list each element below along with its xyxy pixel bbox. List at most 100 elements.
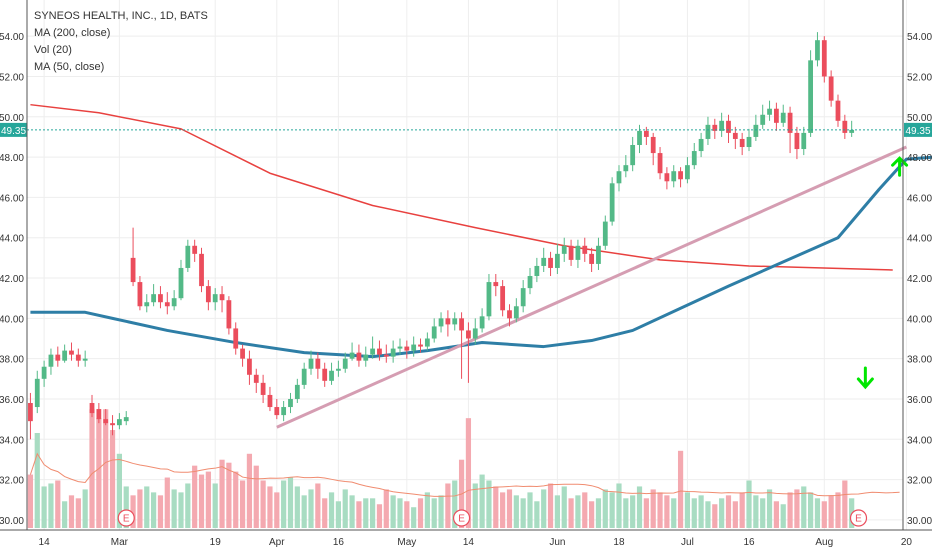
- candle-body: [678, 171, 683, 180]
- volume-bar: [575, 495, 581, 528]
- candle-body: [431, 326, 437, 339]
- y-tick-label-left: 46.00: [0, 193, 24, 204]
- volume-bar: [68, 495, 75, 528]
- y-tick-label-right: 36.00: [907, 395, 932, 406]
- volume-bar: [773, 501, 779, 528]
- candle-body: [55, 354, 61, 361]
- volume-bar: [719, 498, 725, 528]
- candle-body: [274, 407, 280, 416]
- volume-bar: [589, 501, 595, 528]
- candle-body: [130, 257, 136, 283]
- volume-bar: [472, 483, 478, 528]
- volume-bar: [671, 498, 677, 528]
- y-tick-label-right: 52.00: [907, 72, 932, 83]
- candle-body: [48, 354, 54, 367]
- candle-body: [828, 76, 834, 101]
- volume-bars: [27, 409, 855, 528]
- indicator-ma200: MA (200, close): [34, 27, 111, 39]
- price-line: 49.35 49.35: [0, 122, 932, 137]
- volume-bar: [780, 504, 786, 528]
- volume-bar: [301, 495, 307, 528]
- ma200-polyline: [30, 103, 893, 271]
- last-price-badge-left: [0, 122, 27, 137]
- candle-body: [226, 300, 232, 329]
- y-tick-label-left: 42.00: [0, 274, 24, 285]
- candle-body: [418, 344, 423, 347]
- volume-bar: [438, 495, 444, 528]
- volume-bar: [609, 492, 615, 528]
- volume-bar: [363, 498, 369, 528]
- volume-bar: [157, 495, 164, 528]
- candle-body: [390, 348, 396, 357]
- candle-body: [808, 60, 814, 133]
- candle-body: [596, 245, 601, 264]
- volume-bar: [281, 480, 287, 528]
- candle-body: [219, 294, 225, 301]
- candle-body: [281, 407, 287, 416]
- volume-bar: [814, 498, 821, 528]
- volume-bar: [808, 492, 814, 528]
- volume-bar: [260, 480, 266, 528]
- candle-body: [472, 328, 478, 339]
- candle-body: [575, 245, 581, 260]
- candle-body: [116, 419, 122, 426]
- volume-bar: [424, 492, 430, 528]
- volume-bar: [712, 504, 718, 528]
- y-axis-left: 54.00 52.00 50.00 48.00 46.00 44.00 42.00 40.00…: [0, 0, 28, 530]
- volume-bar: [219, 459, 225, 528]
- y-tick-label-left: 54.00: [0, 32, 24, 43]
- volume-bar: [842, 480, 848, 528]
- x-tick-label: 16: [333, 537, 345, 548]
- candle-body: [240, 348, 245, 359]
- volume-bar: [657, 492, 663, 528]
- y-tick-label-right: 48.00: [907, 153, 932, 164]
- volume-bar: [130, 495, 136, 528]
- candle-body: [568, 245, 574, 260]
- candle-body: [623, 165, 629, 172]
- earnings-marker: [452, 509, 471, 527]
- volume-bar: [698, 495, 704, 528]
- volume-bar: [335, 501, 341, 528]
- x-tick-label: May: [397, 537, 416, 548]
- candle-body: [260, 382, 266, 395]
- ma50-line: [30, 155, 932, 359]
- y-tick-label-left: 38.00: [0, 355, 24, 366]
- candle-body: [335, 368, 341, 371]
- candle-body: [459, 318, 464, 331]
- last-price-badge-right: [904, 122, 932, 137]
- volume-bar: [34, 433, 40, 528]
- volume-bar: [178, 492, 184, 528]
- y-tick-label-right: 42.00: [907, 274, 932, 285]
- volume-bar: [376, 504, 383, 528]
- y-tick-label-left: 50.00: [0, 113, 24, 124]
- volume-bar: [835, 492, 841, 528]
- y-tick-label-right: 40.00: [907, 314, 932, 325]
- volume-bar: [253, 465, 259, 528]
- volume-bar: [691, 498, 697, 528]
- candle-body: [486, 282, 492, 317]
- candle-body: [164, 302, 170, 307]
- last-price-label-left: 49.35: [1, 126, 26, 137]
- indicator-vol: Vol (20): [34, 44, 72, 56]
- candle-body: [732, 132, 738, 139]
- candle-body: [479, 316, 485, 329]
- candle-body: [383, 354, 389, 357]
- volume-bar: [602, 489, 608, 528]
- volume-bar: [342, 489, 348, 528]
- candle-body: [69, 350, 74, 355]
- y-axis-right: 54.00 52.00 50.00 48.00 46.00 44.00 42.00 40.00…: [902, 0, 932, 530]
- ma50-polyline: [30, 155, 932, 359]
- candle-body: [630, 145, 636, 166]
- candle-body: [637, 130, 642, 146]
- candle-body: [726, 120, 731, 133]
- volume-bar: [82, 489, 88, 528]
- candle-body: [144, 302, 150, 307]
- candle-body: [466, 330, 471, 339]
- candle-body: [404, 346, 410, 351]
- y-tick-label-left: 44.00: [0, 234, 24, 245]
- candle-body: [561, 245, 567, 254]
- candle-body: [301, 368, 307, 385]
- candle-body: [671, 171, 677, 182]
- volume-bar: [267, 486, 273, 528]
